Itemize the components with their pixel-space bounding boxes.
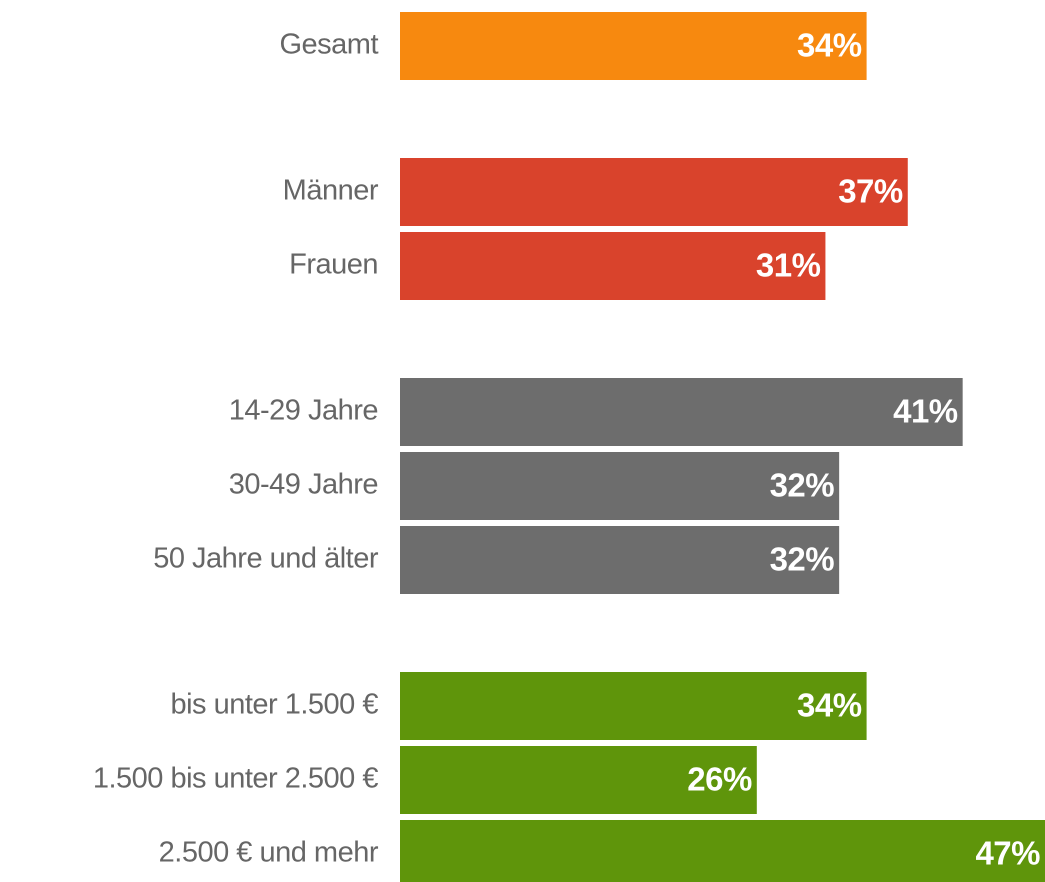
category-label: 30-49 Jahre	[229, 469, 378, 501]
category-label: 1.500 bis unter 2.500 €	[93, 763, 379, 795]
bar	[400, 232, 826, 300]
bar	[400, 672, 867, 740]
value-label: 47%	[975, 835, 1040, 872]
category-label: 2.500 € und mehr	[159, 837, 379, 869]
category-label: 50 Jahre und älter	[153, 543, 379, 575]
category-label: 14-29 Jahre	[229, 395, 378, 427]
category-label: bis unter 1.500 €	[170, 689, 378, 721]
category-label: Gesamt	[279, 29, 378, 61]
value-label: 37%	[838, 173, 903, 210]
bar	[400, 452, 840, 520]
bar	[400, 526, 840, 594]
bar	[400, 820, 1045, 882]
value-label: 32%	[770, 467, 835, 504]
category-label: Frauen	[289, 249, 378, 281]
category-label: Männer	[283, 175, 379, 207]
value-label: 34%	[797, 27, 862, 64]
bar	[400, 12, 867, 80]
value-label: 32%	[770, 541, 835, 578]
value-label: 34%	[797, 687, 862, 724]
value-label: 41%	[893, 393, 958, 430]
bar	[400, 158, 908, 226]
bar	[400, 746, 757, 814]
bar	[400, 378, 963, 446]
value-label: 31%	[756, 247, 821, 284]
value-label: 26%	[687, 761, 752, 798]
